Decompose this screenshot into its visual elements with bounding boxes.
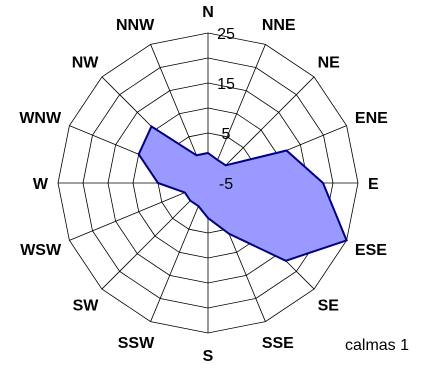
- direction-label-e: E: [368, 176, 379, 193]
- direction-labels: N NNE NE ENE E ESE SE SSE S SSW SW WSW W WNW NW NNW: [19, 4, 388, 365]
- direction-label-ene: ENE: [355, 110, 388, 127]
- tick-label-3: 25: [217, 26, 235, 43]
- direction-label-ese: ESE: [355, 242, 387, 259]
- direction-label-s: S: [203, 348, 214, 365]
- direction-label-nne: NNE: [262, 17, 296, 34]
- series-layer: [137, 124, 348, 262]
- series-area: [137, 124, 348, 262]
- tick-labels: -5 5 15 25: [217, 26, 235, 193]
- tick-label-0: -5: [219, 176, 233, 193]
- direction-label-n: N: [202, 4, 214, 21]
- direction-label-sw: SW: [73, 298, 100, 315]
- direction-label-wnw: WNW: [19, 110, 62, 127]
- direction-label-wsw: WSW: [20, 242, 62, 259]
- calm-note: calmas 1: [345, 337, 410, 354]
- tick-label-1: 5: [222, 126, 231, 143]
- direction-label-ssw: SSW: [118, 335, 155, 352]
- direction-label-w: W: [33, 176, 49, 193]
- tick-label-2: 15: [217, 76, 235, 93]
- direction-label-se: SE: [318, 298, 340, 315]
- direction-label-sse: SSE: [262, 335, 294, 352]
- direction-label-nw: NW: [72, 54, 100, 71]
- direction-label-nnw: NNW: [116, 17, 155, 34]
- direction-label-ne: NE: [318, 54, 341, 71]
